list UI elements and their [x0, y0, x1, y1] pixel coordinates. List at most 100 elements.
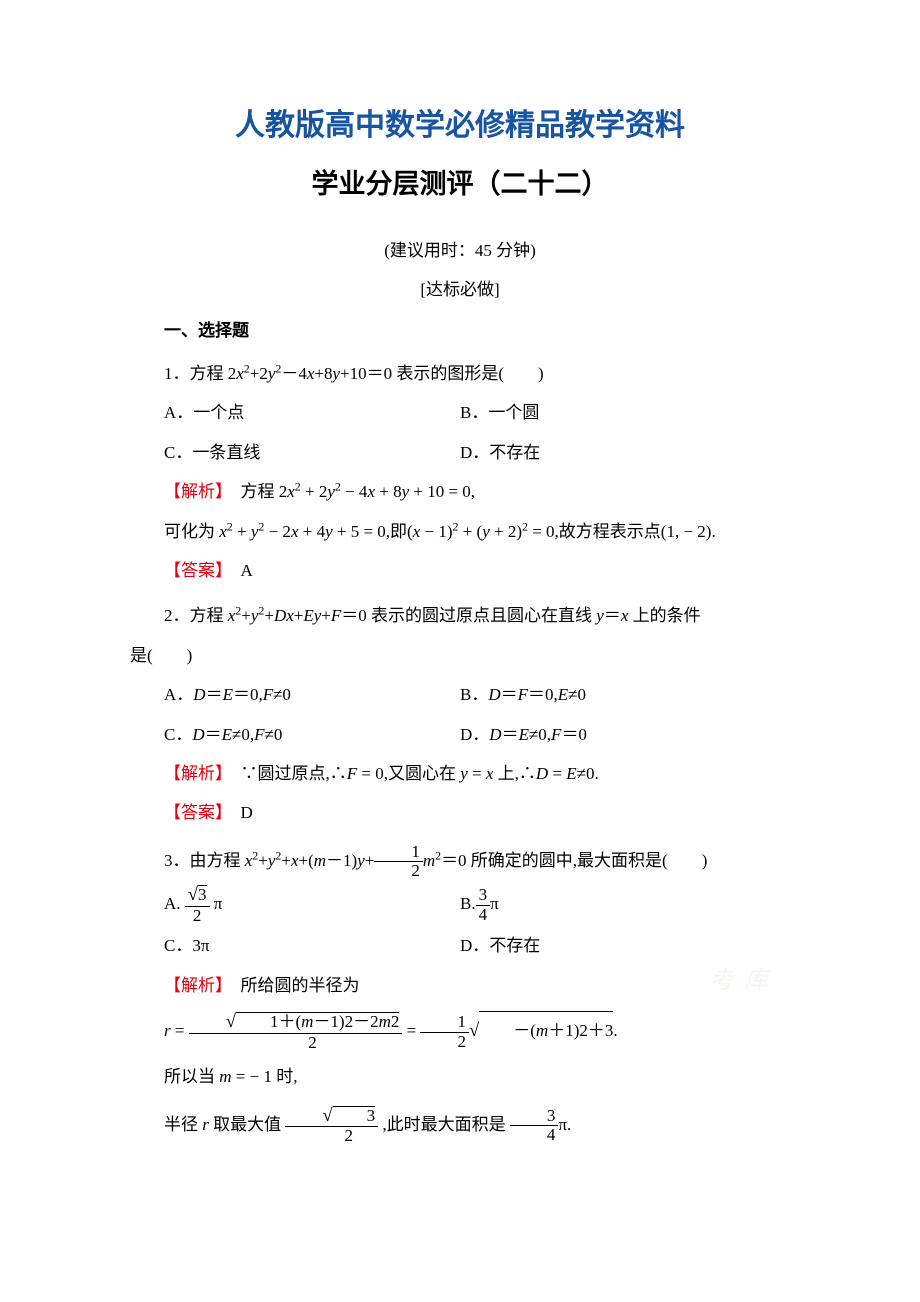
q1-optC: C．一条直线 [130, 434, 460, 471]
var-y: y [325, 522, 333, 541]
t: ≠0 [568, 685, 586, 704]
var-x: x [236, 364, 244, 383]
var-y: y [460, 764, 468, 783]
q2-optB: B．D＝F＝0,E≠0 [460, 676, 790, 713]
t: 可化为 [164, 522, 219, 541]
q3-analysis-line3: 半径 r 取最大值 √32 ,此时最大面积是 34π. [130, 1106, 790, 1146]
t: B. [460, 894, 476, 913]
var-E: E [558, 685, 568, 704]
t: +2 [250, 364, 268, 383]
var-D: D [192, 725, 204, 744]
t: ∵圆过原点,∴ [224, 764, 347, 783]
t: = 0,又圆心在 [357, 764, 460, 783]
t: + [281, 851, 291, 870]
t: ＝0 所确定的圆中,最大面积是( ) [441, 851, 707, 870]
var-m: m [379, 1012, 391, 1031]
var-m: m [301, 1012, 313, 1031]
t: ＝ [502, 725, 519, 744]
frac-half: 12 [374, 843, 423, 881]
q1-optD: D．不存在 [460, 434, 790, 471]
answer-value: D [224, 803, 253, 822]
q3-optD: D．不存在 [460, 927, 790, 964]
frac-num: 1 [420, 1013, 469, 1033]
t: ＝ [604, 606, 621, 625]
q2-answer: 【答案】 D [130, 794, 790, 831]
analysis-label: 【解析】 [164, 482, 224, 501]
q2-analysis: 【解析】 ∵圆过原点,∴F = 0,又圆心在 y = x 上,∴D = E≠0. [130, 755, 790, 792]
t: = 0,故方程表示点(1, − 2). [528, 522, 716, 541]
t: ,此时最大面积是 [378, 1115, 510, 1134]
var-y: y [596, 606, 604, 625]
var-r: r [164, 1021, 171, 1040]
t: －( [513, 1021, 536, 1040]
frac-big: √1＋(m－1)2－2m22 [189, 1012, 403, 1052]
var-x: x [367, 482, 375, 501]
var-m: m [314, 851, 326, 870]
q3-optB: B.34π [460, 885, 790, 925]
t: +10＝0 表示的图形是( ) [340, 364, 544, 383]
t: 上,∴ [493, 764, 536, 783]
t: 半径 [164, 1115, 202, 1134]
var-y: y [357, 851, 365, 870]
q2-optD: D．D＝E≠0,F＝0 [460, 716, 790, 753]
var-D: D [489, 725, 501, 744]
var-D: D [488, 685, 500, 704]
var-m: m [423, 851, 435, 870]
t: + [264, 606, 274, 625]
t: ＝0, [233, 685, 263, 704]
t: 所给圆的半径为 [224, 976, 360, 995]
t: －1)2－2 [313, 1012, 378, 1031]
var-F: F [331, 606, 341, 625]
var-r: r [202, 1115, 209, 1134]
q3-options-row1: A. √32 π B.34π [130, 885, 790, 925]
q1-optB: B．一个圆 [460, 394, 790, 431]
t: + [294, 606, 304, 625]
frac-num: √1＋(m－1)2－2m2 [189, 1012, 403, 1034]
q1-analysis-line1: 【解析】 方程 2x2 + 2y2 − 4x + 8y + 10 = 0, [130, 473, 790, 510]
answer-label: 【答案】 [164, 561, 224, 580]
period: . [613, 1021, 617, 1040]
var-F: F [263, 685, 273, 704]
q1-analysis-line2: 可化为 x2 + y2 − 2x + 4y + 5 = 0,即(x − 1)2 … [130, 513, 790, 550]
q3-optC: C．3π [130, 927, 460, 964]
frac-den: 2 [374, 862, 423, 881]
t: − 1) [420, 522, 452, 541]
t: A． [164, 685, 193, 704]
t: − 4 [341, 482, 368, 501]
sqrt-body: －(m＋1)2＋3 [479, 1011, 613, 1049]
t: ＋1)2＋3 [548, 1021, 613, 1040]
t: = [468, 764, 486, 783]
q2-options-row1: A．D＝E＝0,F≠0 B．D＝F＝0,E≠0 [130, 676, 790, 713]
var-m: m [219, 1067, 231, 1086]
answer-label: 【答案】 [164, 803, 224, 822]
q2-stem-line2: 是( ) [130, 637, 790, 674]
q1-stem: 1．方程 2x2+2y2－4x+8y+10＝0 表示的图形是( ) [130, 355, 790, 392]
q3-analysis-intro: 【解析】 所给圆的半径为 [130, 967, 790, 1004]
t: = [548, 764, 566, 783]
sqrt-body: 3 [198, 885, 207, 905]
t: + 5 = 0,即( [333, 522, 413, 541]
analysis-label: 【解析】 [164, 976, 224, 995]
pi: π [490, 894, 499, 913]
t: π. [558, 1115, 571, 1134]
var-y: y [402, 482, 410, 501]
t: C． [164, 725, 192, 744]
var-E: E [566, 764, 576, 783]
t: = − 1 时, [232, 1067, 298, 1086]
section-heading: 一、选择题 [130, 316, 790, 341]
t: +( [298, 851, 313, 870]
t: + 10 = 0, [409, 482, 475, 501]
t: ＝0 表示的圆过原点且圆心在直线 [341, 606, 596, 625]
frac-sqrt3-2: √32 [285, 1106, 378, 1146]
var-D: D [274, 606, 286, 625]
var-m: m [536, 1021, 548, 1040]
var-F: F [518, 685, 528, 704]
q1-text: 1．方程 2 [164, 364, 236, 383]
t: ≠0 [273, 685, 291, 704]
t: －1) [326, 851, 357, 870]
frac-den: 2 [189, 1034, 403, 1053]
t: D． [460, 725, 489, 744]
q3-optA: A. √32 π [130, 885, 460, 925]
var-x: x [286, 606, 294, 625]
t: ≠0. [577, 764, 599, 783]
